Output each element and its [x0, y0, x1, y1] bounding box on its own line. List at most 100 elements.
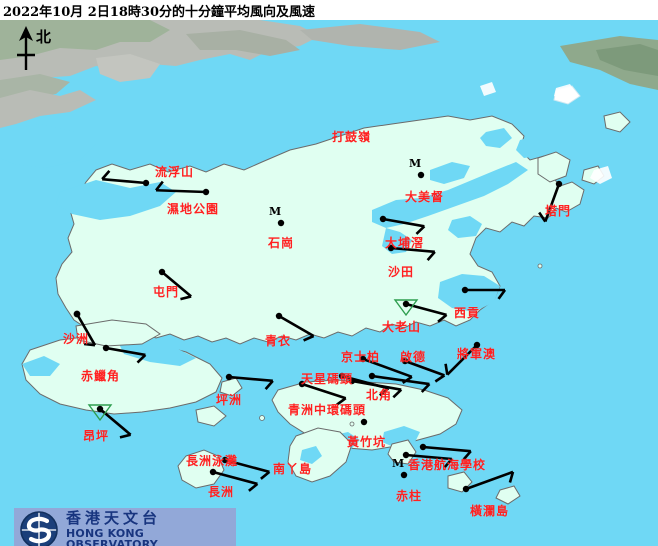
wind-barb-feather [426, 250, 436, 261]
hong-kong-wind-map: 北 打鼓嶺 流浮山 濕地公園 M 石崗 M 大美督 塔門 大埔滘 沙田 屯門 青衣 西貢 大老山 沙洲 赤鱲角… [0, 20, 658, 546]
station-dot-marker [419, 443, 427, 451]
title-bar: 2022年10月 2日18時30分的十分鐘平均風向及風速 [0, 0, 658, 20]
station-dot-marker [102, 344, 110, 352]
station-triangle-marker [393, 299, 419, 317]
station-label-kings-park: 京士柏 [341, 350, 381, 364]
station-dot-marker [298, 380, 306, 388]
wind-barb-shaft [405, 453, 452, 461]
wind-barb-feather [443, 458, 453, 469]
wind-barb-shaft [105, 346, 146, 357]
wind-barb-feather [83, 342, 96, 347]
station-dot-marker [402, 451, 410, 459]
station-dot-marker [473, 341, 481, 349]
wind-barb-shaft [301, 382, 347, 400]
wind-barb-shaft [212, 470, 258, 486]
station-dot-marker [400, 471, 408, 479]
station-dot-marker [359, 355, 367, 363]
wind-barb-feather [538, 211, 547, 223]
station-dot-marker [402, 300, 410, 308]
station-label-kai-tak: 啟德 [400, 350, 427, 364]
lantau-island [21, 310, 223, 415]
wind-barb-feather [260, 470, 271, 480]
wind-barb-shaft [544, 183, 561, 223]
station-dot-marker [368, 372, 376, 380]
hko-logo: 香港天文台 HONG KONG OBSERVATORY [14, 508, 236, 546]
station-label-tai-po-kau: 大埔滘 [385, 236, 425, 250]
wind-barb-shaft [161, 271, 192, 298]
wind-barb-feather [303, 334, 315, 342]
station-dot-marker [142, 179, 150, 187]
wind-barb-shaft [351, 379, 402, 391]
station-label-tates-cairn: 大老山 [382, 320, 422, 334]
station-dot-marker [275, 312, 283, 320]
station-label-stanley: 赤柱 [396, 489, 423, 503]
station-label-wong-chuk-hang: 黃竹坑 [347, 435, 387, 449]
wind-barb-shaft [382, 217, 425, 228]
station-dot-marker [96, 405, 104, 413]
station-dot-marker [462, 485, 470, 493]
wind-barb-shaft [371, 374, 430, 386]
wind-barb-feather [378, 387, 390, 397]
station-dot-marker [387, 244, 395, 252]
wind-barb-feather [497, 289, 507, 300]
wind-barb-feather [508, 471, 515, 483]
wind-barb-feather [437, 313, 448, 323]
wind-barb-shaft [390, 246, 435, 254]
wind-barb-shaft [278, 314, 315, 338]
wind-barb-shaft [465, 470, 514, 491]
station-label-sha-tin: 沙田 [388, 265, 415, 279]
station-label-cheung-chau: 長洲 [208, 485, 235, 499]
station-dot-marker [338, 372, 346, 380]
wind-barb-shaft [446, 344, 478, 376]
station-dot-marker [360, 418, 368, 426]
wind-barb-feather [444, 363, 449, 375]
wind-barb-feather [462, 450, 472, 461]
station-label-sai-kung: 西貢 [454, 306, 481, 320]
station-label-sha-chau: 沙洲 [63, 332, 90, 346]
station-label-waglan-island: 橫瀾島 [470, 504, 510, 518]
station-label-star-ferry: 天星碼頭 [301, 372, 354, 386]
station-label-ngong-ping: 昂坪 [83, 429, 110, 443]
station-triangle-marker [87, 404, 113, 422]
hko-swirl-emblem [20, 511, 58, 546]
north-arrow-icon [17, 26, 35, 70]
station-dot-marker [202, 188, 210, 196]
station-label-ta-kwu-ling: 打鼓嶺 [332, 130, 372, 144]
station-label-lau-fau-shan: 流浮山 [155, 165, 195, 179]
wind-barb-shaft [102, 177, 147, 185]
station-dot-marker [401, 357, 409, 365]
wind-barb-feather [434, 374, 446, 383]
station-label-green-island: 青洲 [288, 403, 315, 417]
wind-barb-shaft [422, 445, 471, 453]
sea-islets [480, 82, 612, 184]
wind-barb-feather [101, 170, 111, 181]
north-label: 北 [36, 28, 52, 46]
wind-barb-feather [415, 225, 426, 235]
station-label-chek-lap-kok: 赤鱲角 [81, 369, 121, 383]
logo-english-name: HONG KONG OBSERVATORY [66, 526, 158, 546]
wind-barb-feather [155, 180, 164, 192]
station-m-flag: M [392, 457, 405, 470]
station-dot-marker [379, 215, 387, 223]
wind-barb-shaft [228, 375, 273, 383]
north-arrow: 北 [8, 24, 68, 74]
outlying-islands [177, 263, 543, 505]
station-dot-marker [555, 180, 563, 188]
wind-barb-feather [248, 482, 259, 492]
station-dot-marker [221, 456, 229, 464]
wind-barb-shaft [155, 188, 207, 194]
station-label-central-pier: 中環碼頭 [314, 403, 367, 417]
page-title: 2022年10月 2日18時30分的十分鐘平均風向及風速 [3, 5, 316, 20]
station-label-tseung-kwan-o: 將軍澳 [457, 347, 497, 361]
station-dot-marker [225, 373, 233, 381]
station-label-tsing-yi: 青衣 [265, 334, 292, 348]
station-dot-marker [158, 268, 166, 276]
wind-barb-feather [264, 379, 274, 390]
wind-barb-feather [119, 433, 131, 439]
station-dot-marker [461, 286, 469, 294]
station-label-shek-kong: 石崗 [268, 236, 295, 250]
station-label-tap-mun: 塔門 [545, 204, 572, 218]
station-dot-marker [417, 171, 425, 179]
station-label-tuen-mun: 屯門 [153, 285, 180, 299]
